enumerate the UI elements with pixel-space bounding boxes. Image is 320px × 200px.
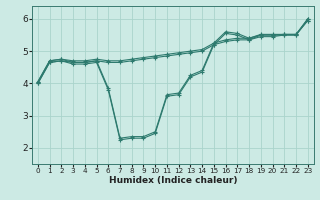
X-axis label: Humidex (Indice chaleur): Humidex (Indice chaleur)	[108, 176, 237, 185]
